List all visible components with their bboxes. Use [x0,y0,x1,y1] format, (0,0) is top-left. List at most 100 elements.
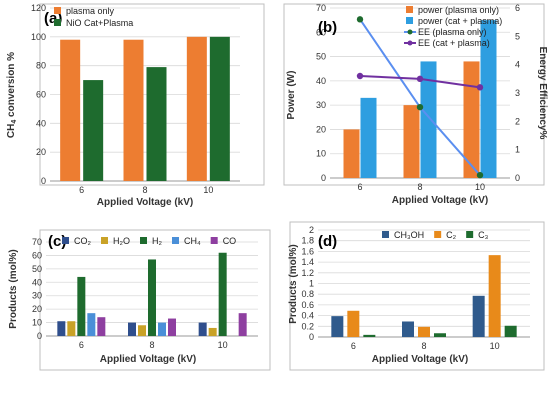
y-tick-label: 30 [316,100,326,110]
y-tick-label: 100 [31,32,46,42]
bar-d-2-2 [504,325,517,337]
bar-c-2-1 [148,259,156,336]
y-tick-label: 40 [32,277,42,287]
y-tick-label: 0.6 [301,300,314,310]
legend-swatch-0 [382,231,389,238]
y-tick-label: 0.2 [301,321,314,331]
line-point-1-0 [356,72,364,80]
y2-tick-label: 6 [515,3,520,13]
y2-tick-label: 1 [515,145,520,155]
y-tick-label: 50 [316,52,326,62]
y-tick-label: 0.8 [301,289,314,299]
y-tick-label: 60 [32,250,42,260]
y-tick-label: 40 [36,118,46,128]
bar-c-2-0 [77,276,86,336]
x-tick-label: 8 [149,340,154,350]
legend-swatch-0 [54,7,61,14]
y-axis-label: Power (W) [286,71,297,120]
legend-swatch-0 [406,6,413,13]
y-tick-label: 40 [316,76,326,86]
x-tick-label: 8 [142,185,147,195]
y2-tick-label: 3 [515,88,520,98]
legend-marker-3 [407,40,413,46]
chart-panel-c: 0 10 20 30 40 50 60 70 6 8 10 Applied Voltage (kV) P… [8,229,271,371]
panel-frame [289,221,545,371]
y2-axis-label: Energy Efficiency% [537,47,548,140]
y2-tick-label: 2 [515,116,520,126]
bar-a-0-0 [60,39,81,181]
chart-panel-d: 00.20.40.60.811.21.41.61.82 6 8 10 Applied V… [288,221,545,371]
bar-a-1-2 [209,36,230,182]
line-point-0-1 [416,103,424,111]
bar-c-2-2 [218,252,227,336]
bar-b-1-1 [420,61,437,178]
legend-label-1: NiO Cat+Plasma [66,18,133,28]
x-axis-label: Applied Voltage (kV) [372,354,469,365]
panel-label: (d) [318,233,337,250]
x-tick-label: 10 [475,182,485,192]
y-tick-label: 1.8 [301,236,314,246]
chart-panel-b: 0 10 20 30 40 50 60 70 6 8 10 0 1 2 3 4 5 6 Energy Efficie… [283,3,548,206]
x-tick-label: 8 [421,341,426,351]
bar-d-0-2 [472,295,485,337]
legend-label-4: CO [223,236,237,246]
x-tick-label: 10 [218,340,228,350]
y-tick-label: 60 [36,90,46,100]
y-tick-label: 1.6 [301,246,314,256]
bar-c-0-1 [128,322,136,336]
bar-b-0-0 [343,129,360,178]
panel-frame [39,3,265,186]
bar-d-1-2 [488,255,501,337]
bar-a-0-2 [186,36,207,182]
bar-a-0-1 [123,39,144,181]
y-tick-label: 50 [32,264,42,274]
x-tick-label: 6 [357,182,362,192]
bar-c-0-0 [57,321,66,336]
legend-swatch-0 [62,237,69,244]
y2-tick-label: 0 [515,173,520,183]
bar-b-1-2 [480,20,497,179]
y-tick-label: 1.4 [301,257,314,267]
legend-swatch-1 [406,17,413,24]
legend-label-1: C₂ [446,230,456,240]
y-tick-label: 0 [309,332,314,342]
legend-label-1: H₂O [113,236,130,246]
bar-d-1-0 [347,310,360,337]
y-tick-label: 20 [32,304,42,314]
y-tick-label: 1 [309,279,314,289]
bar-d-2-1 [434,333,446,337]
x-tick-label: 10 [203,185,213,195]
legend-label-3: CH₄ [184,236,201,246]
y-tick-label: 0 [321,173,326,183]
line-point-1-1 [416,75,424,83]
y-tick-label: 70 [32,237,42,247]
bar-c-1-2 [208,327,217,336]
y2-tick-label: 5 [515,31,520,41]
panel-label: (c) [48,233,66,250]
y-tick-label: 30 [32,291,42,301]
bar-c-4-0 [97,317,106,336]
legend-swatch-2 [140,237,147,244]
y-tick-label: 80 [36,61,46,71]
x-axis-label: Applied Voltage (kV) [392,195,489,206]
panel-frame [39,229,271,371]
y-tick-label: 1.2 [301,268,314,278]
y-tick-label: 60 [316,27,326,37]
bar-d-2-0 [363,334,376,337]
bar-b-0-2 [463,61,480,178]
legend-label-2: H₂ [152,236,162,246]
bar-c-3-0 [87,313,96,336]
legend-label-2: EE (plasma only) [418,27,487,37]
y-tick-label: 20 [316,124,326,134]
x-tick-label: 6 [79,185,84,195]
y-tick-label: 10 [316,149,326,159]
y-axis-label: CH4 conversion % [6,52,18,138]
line-point-1-2 [476,84,484,91]
legend-swatch-1 [101,237,108,244]
legend-label-3: EE (cat + plasma) [418,38,490,48]
legend-label-0: power (plasma only) [418,5,499,15]
y-axis-label: Products (mol%) [8,249,19,328]
y-tick-label: 20 [36,147,46,157]
legend-label-0: CO₂ [74,236,92,246]
